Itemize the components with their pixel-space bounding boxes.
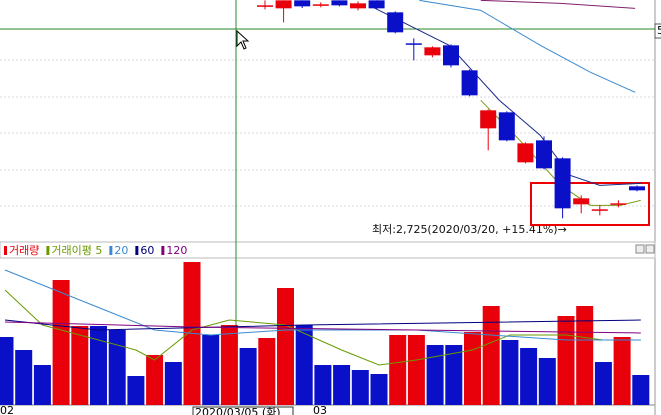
volume-bar xyxy=(613,337,631,405)
volume-bar xyxy=(594,362,612,405)
volume-bar xyxy=(71,326,89,405)
volume-bar xyxy=(370,374,388,405)
volume-bar xyxy=(314,365,332,405)
candle-body xyxy=(498,112,515,141)
volume-bar xyxy=(277,288,294,405)
candle-body xyxy=(536,140,552,169)
volume-bar xyxy=(538,358,556,405)
volume-bar xyxy=(389,335,407,405)
candle-body xyxy=(629,186,645,191)
legend-swatch xyxy=(46,246,50,255)
volume-bar xyxy=(164,362,182,405)
candle-body xyxy=(573,198,590,205)
legend-label: 120 xyxy=(166,244,187,257)
moving-average xyxy=(419,0,636,93)
volume-bar xyxy=(482,306,500,405)
volume-bar xyxy=(146,355,164,405)
candle-body xyxy=(461,70,478,96)
candle-body xyxy=(312,4,329,6)
moving-average xyxy=(480,0,636,9)
volume-bar xyxy=(351,370,369,405)
volume-bar xyxy=(632,375,650,405)
candle-body xyxy=(257,5,273,7)
candle-body xyxy=(368,0,385,9)
date-box xyxy=(192,406,294,415)
candle-body xyxy=(480,110,497,129)
volume-bar xyxy=(520,348,538,405)
legend-label: 거래량 xyxy=(9,244,39,257)
volume-bar xyxy=(407,335,425,405)
legend-label: 60 xyxy=(140,244,154,257)
candle-body xyxy=(443,45,459,66)
x-label: 2020/03/05 (화) xyxy=(195,406,281,415)
panel-button[interactable] xyxy=(645,244,655,254)
moving-average xyxy=(368,4,641,186)
x-label: 03 xyxy=(313,404,327,415)
legend-label: 거래이평 5 xyxy=(51,244,102,257)
candle-body xyxy=(517,143,534,163)
volume-bar xyxy=(127,376,145,405)
volume-bar xyxy=(464,332,481,405)
volume-bar xyxy=(557,316,575,405)
legend-swatch xyxy=(4,246,7,255)
volume-bar xyxy=(426,345,444,405)
grid xyxy=(0,59,655,207)
legend-swatch xyxy=(135,246,139,255)
volume-bar xyxy=(333,365,351,405)
candle-body xyxy=(554,158,571,209)
candle-body xyxy=(610,203,627,205)
volume-ma xyxy=(4,269,641,341)
volume-bar xyxy=(576,306,594,405)
volume-bar xyxy=(258,338,276,405)
volume-ma xyxy=(4,321,641,334)
volume-bar xyxy=(90,326,107,405)
corner-label: 5 xyxy=(657,24,661,37)
volume-bar xyxy=(239,348,257,405)
candle-body xyxy=(405,43,422,45)
volume-bar xyxy=(501,340,519,405)
candle-body xyxy=(275,0,292,9)
mouse-cursor xyxy=(236,29,250,50)
legend-swatch xyxy=(161,246,165,255)
candle-body xyxy=(424,47,441,56)
volume-ma xyxy=(4,289,641,366)
legend-swatch xyxy=(109,246,113,255)
volume-bar xyxy=(108,330,126,405)
volume-bar xyxy=(0,337,14,405)
candle-body xyxy=(387,12,404,33)
volume-bar xyxy=(202,335,220,405)
highlight-box xyxy=(530,182,650,226)
volume-bar xyxy=(15,350,33,405)
candle-body xyxy=(331,0,348,6)
legend-label: 20 xyxy=(114,244,128,257)
volume-bar xyxy=(52,280,70,405)
annotation: 최저:2,725(2020/03/20, +15.41%)→ xyxy=(372,223,567,236)
candle-body xyxy=(294,0,311,7)
panel-button[interactable] xyxy=(635,244,645,254)
candle-body xyxy=(591,209,608,211)
volume-bar xyxy=(295,325,313,405)
volume-bar xyxy=(220,325,238,405)
candle-body xyxy=(350,3,366,9)
volume-bar xyxy=(445,345,463,405)
corner-box xyxy=(654,23,661,39)
x-label: 02 xyxy=(0,404,14,415)
volume-bar xyxy=(33,365,51,405)
